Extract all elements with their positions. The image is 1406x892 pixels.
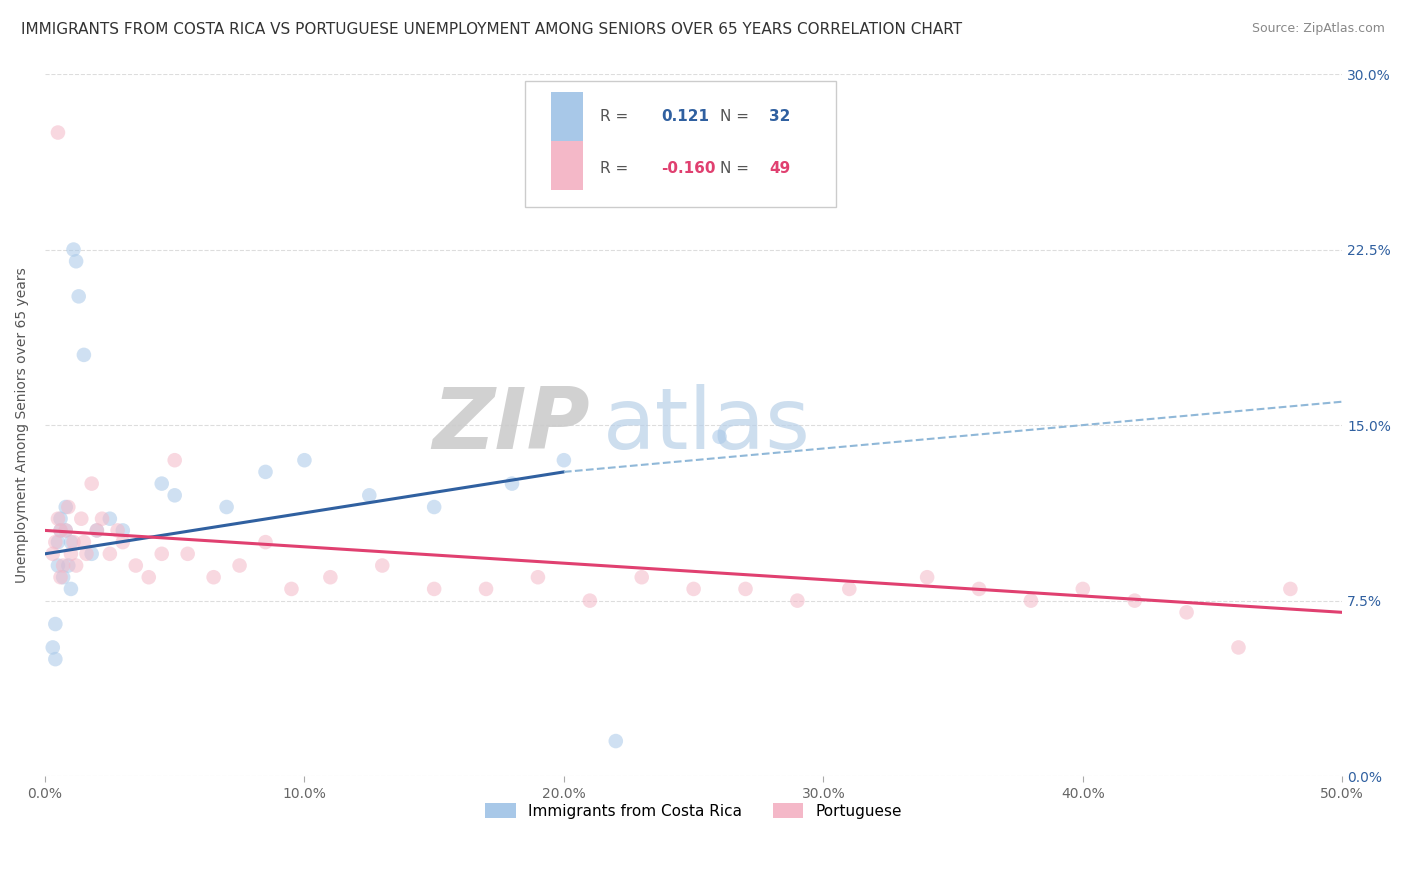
Point: [98, 547, 121, 561]
Point: [44, 652, 66, 666]
Point: [86, 524, 108, 538]
Text: R =: R =: [600, 109, 633, 124]
Point: [319, 570, 342, 584]
Point: [65, 254, 87, 268]
Text: -0.160: -0.160: [661, 161, 716, 177]
Point: [734, 582, 756, 596]
Point: [915, 570, 938, 584]
Point: [125, 558, 148, 573]
Point: [254, 465, 277, 479]
Text: ZIP: ZIP: [432, 384, 591, 467]
Text: IMMIGRANTS FROM COSTA RICA VS PORTUGUESE UNEMPLOYMENT AMONG SENIORS OVER 65 YEAR: IMMIGRANTS FROM COSTA RICA VS PORTUGUESE…: [21, 22, 962, 37]
Point: [423, 500, 446, 514]
Text: 49: 49: [769, 161, 790, 177]
Point: [1019, 593, 1042, 607]
Point: [1227, 640, 1250, 655]
Point: [46, 126, 69, 140]
Point: [527, 570, 550, 584]
Point: [46, 512, 69, 526]
Point: [280, 582, 302, 596]
Point: [605, 734, 627, 748]
FancyBboxPatch shape: [524, 81, 837, 208]
Point: [49, 524, 72, 538]
Text: atlas: atlas: [603, 384, 811, 467]
Point: [138, 570, 160, 584]
Point: [630, 570, 652, 584]
Text: N =: N =: [720, 161, 754, 177]
Text: Source: ZipAtlas.com: Source: ZipAtlas.com: [1251, 22, 1385, 36]
Point: [70, 512, 93, 526]
Point: [709, 430, 731, 444]
Point: [682, 582, 704, 596]
Point: [215, 500, 238, 514]
Point: [59, 547, 82, 561]
Point: [1123, 593, 1146, 607]
Point: [1175, 605, 1198, 619]
Point: [49, 524, 72, 538]
Point: [786, 593, 808, 607]
Point: [73, 535, 96, 549]
Point: [42, 640, 65, 655]
Point: [44, 617, 66, 632]
Point: [62, 535, 84, 549]
Text: N =: N =: [720, 109, 754, 124]
Point: [58, 500, 80, 514]
Point: [1279, 582, 1302, 596]
Point: [163, 488, 186, 502]
Point: [62, 243, 84, 257]
Point: [91, 512, 114, 526]
Point: [67, 289, 90, 303]
Point: [42, 547, 65, 561]
Point: [163, 453, 186, 467]
Point: [202, 570, 225, 584]
Point: [65, 558, 87, 573]
Text: R =: R =: [600, 161, 633, 177]
Point: [49, 570, 72, 584]
Point: [46, 558, 69, 573]
FancyBboxPatch shape: [551, 141, 583, 190]
Point: [80, 547, 103, 561]
Point: [59, 582, 82, 596]
Point: [838, 582, 860, 596]
Point: [294, 453, 316, 467]
Point: [55, 524, 77, 538]
Point: [49, 512, 72, 526]
Point: [111, 535, 134, 549]
Point: [423, 582, 446, 596]
Point: [59, 535, 82, 549]
Point: [579, 593, 602, 607]
Point: [76, 547, 98, 561]
Point: [107, 524, 129, 538]
Text: 0.121: 0.121: [661, 109, 709, 124]
Text: 32: 32: [769, 109, 790, 124]
Point: [44, 535, 66, 549]
Point: [150, 476, 173, 491]
Point: [1071, 582, 1094, 596]
Point: [176, 547, 198, 561]
Point: [86, 524, 108, 538]
Point: [73, 348, 96, 362]
Point: [553, 453, 575, 467]
Legend: Immigrants from Costa Rica, Portuguese: Immigrants from Costa Rica, Portuguese: [479, 797, 908, 825]
Point: [371, 558, 394, 573]
Point: [55, 500, 77, 514]
Point: [55, 524, 77, 538]
Point: [967, 582, 990, 596]
Point: [98, 512, 121, 526]
Point: [52, 570, 75, 584]
Point: [359, 488, 381, 502]
Point: [46, 535, 69, 549]
Y-axis label: Unemployment Among Seniors over 65 years: Unemployment Among Seniors over 65 years: [15, 268, 30, 583]
Point: [58, 558, 80, 573]
Point: [254, 535, 277, 549]
Point: [501, 476, 523, 491]
Point: [150, 547, 173, 561]
Point: [52, 558, 75, 573]
Point: [80, 476, 103, 491]
Point: [475, 582, 498, 596]
Point: [111, 524, 134, 538]
FancyBboxPatch shape: [551, 92, 583, 141]
Point: [228, 558, 250, 573]
